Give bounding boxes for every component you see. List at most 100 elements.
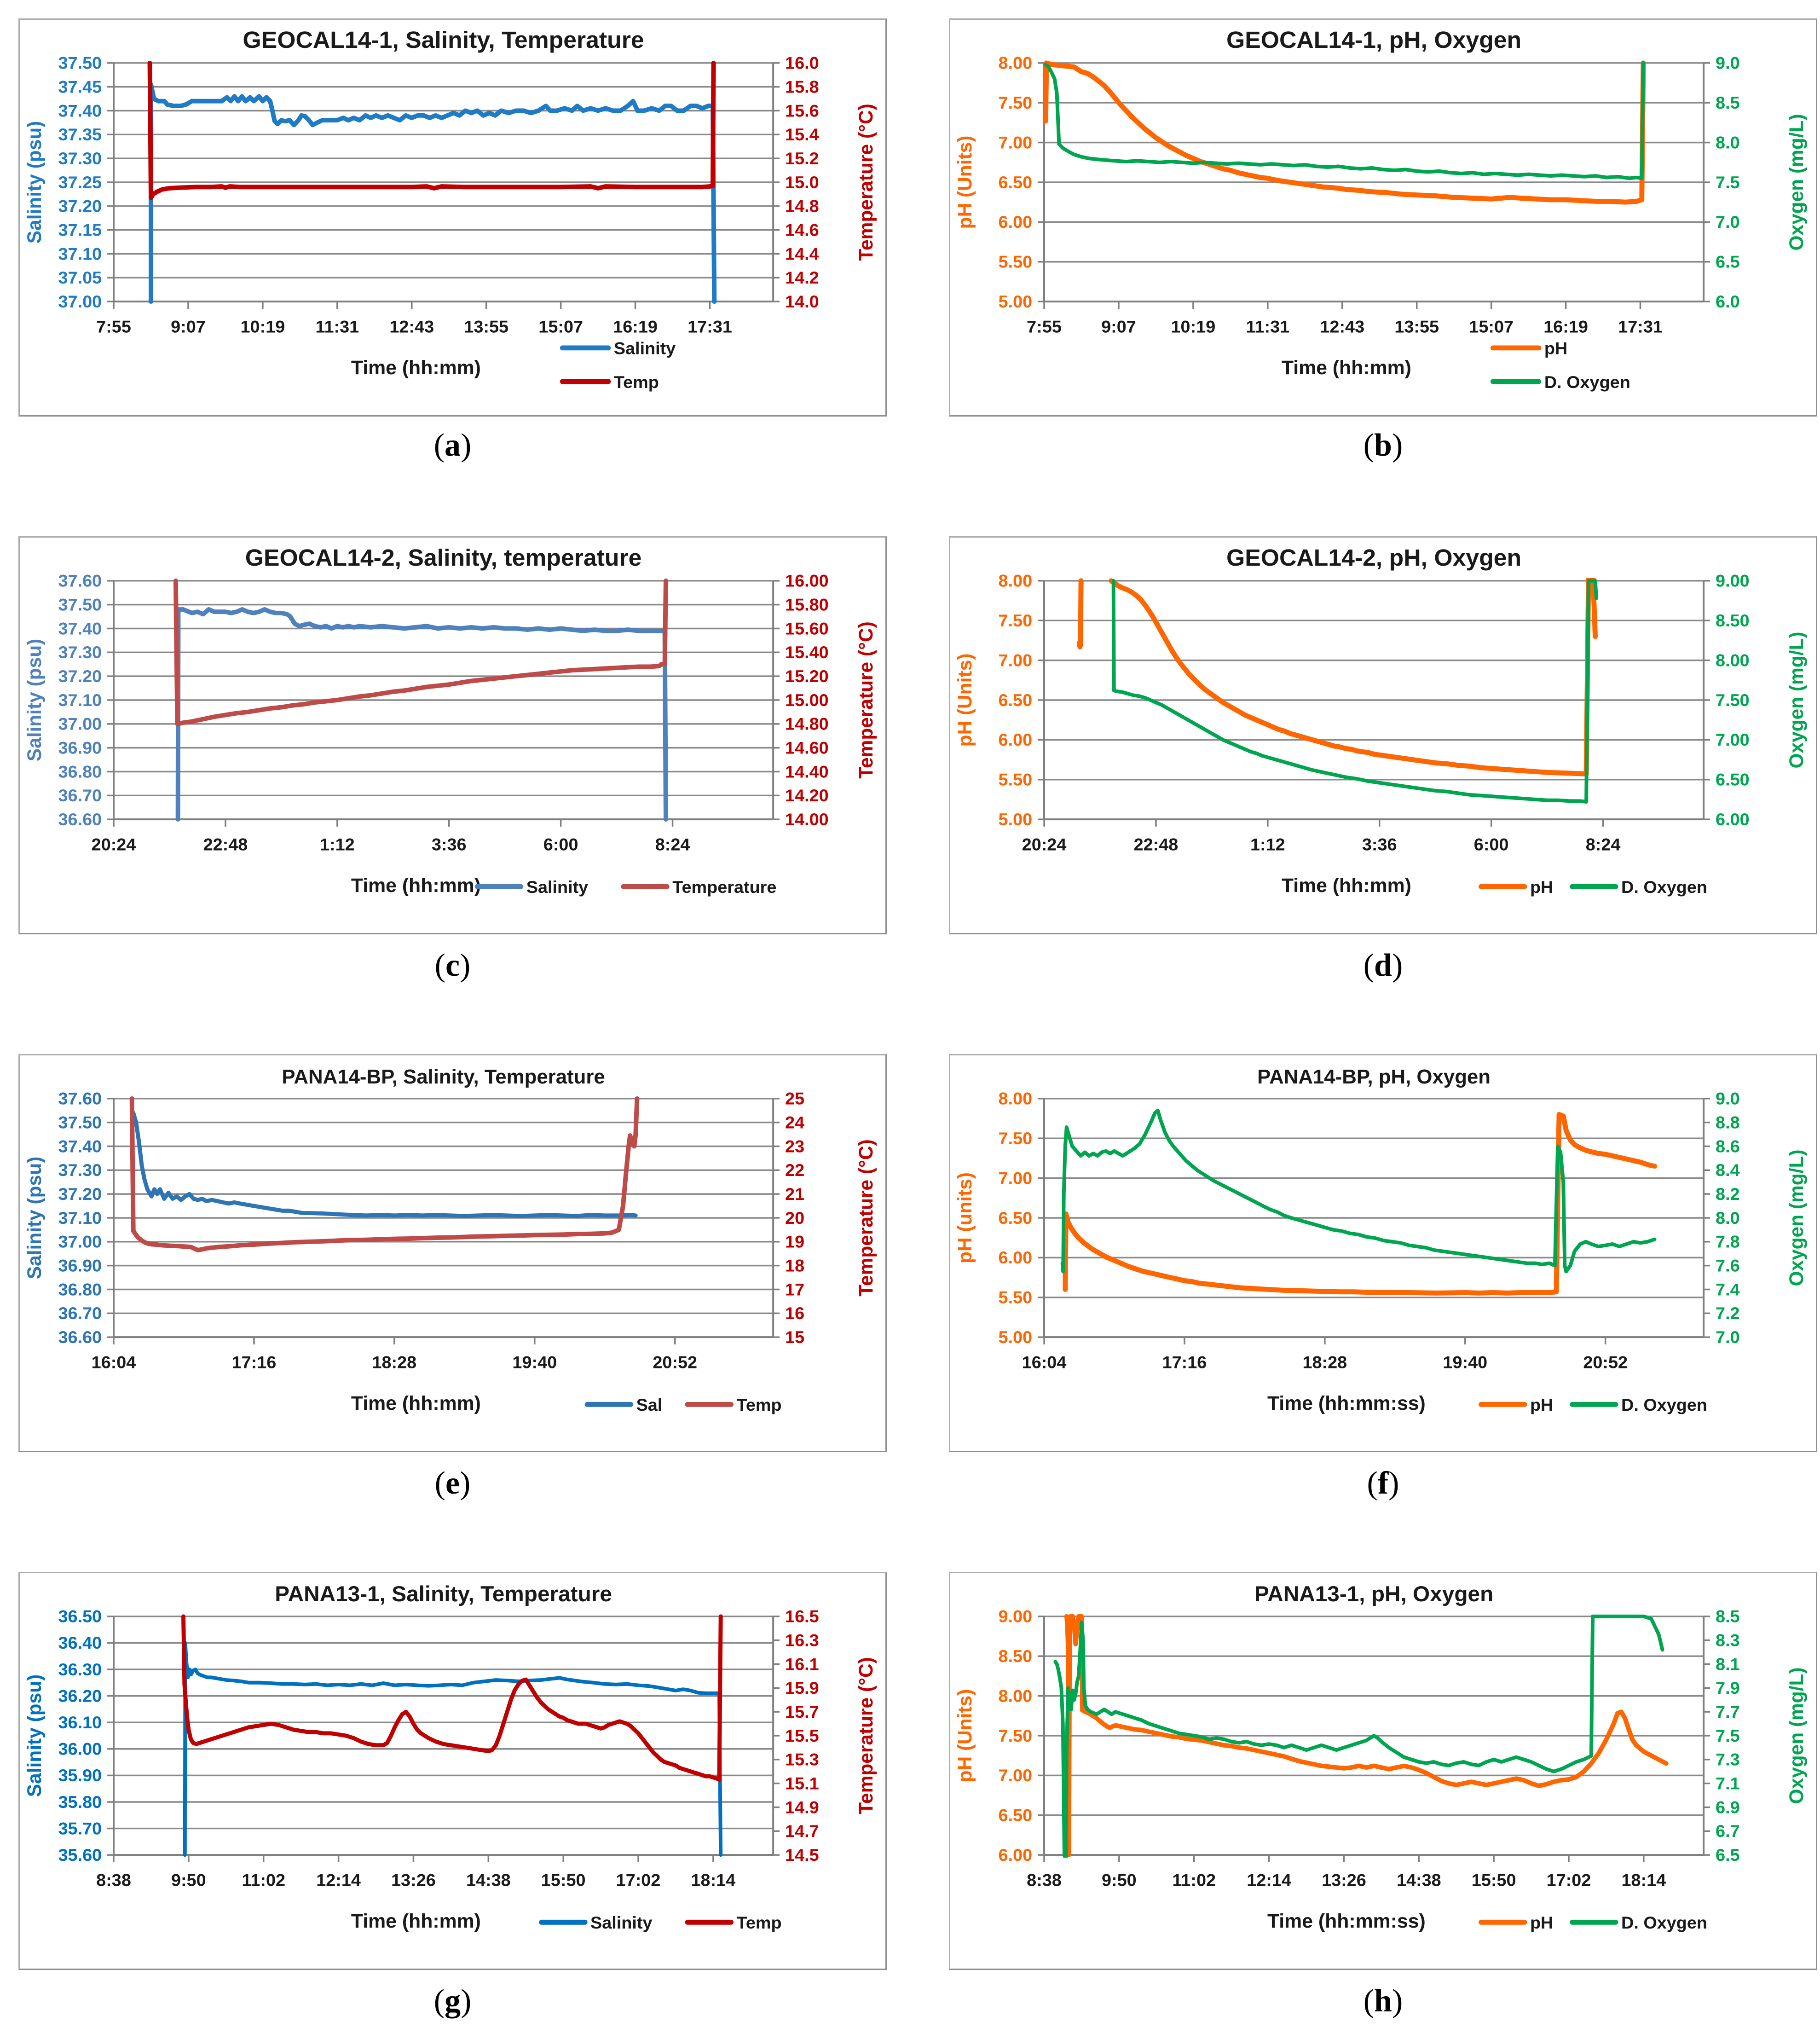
left-tick-label: 6.00 xyxy=(999,1845,1033,1865)
x-tick-label: 13:55 xyxy=(464,317,508,336)
subfigure-letter: e xyxy=(445,1466,460,1501)
subfigure-caption-h: (h) xyxy=(1363,1983,1403,2019)
left-tick-label: 37.25 xyxy=(58,173,102,192)
x-tick-label: 7:55 xyxy=(1027,317,1062,336)
left-tick-label: 37.00 xyxy=(58,292,102,311)
x-tick-label: 18:28 xyxy=(1303,1352,1347,1372)
right-tick-label: 7.00 xyxy=(1716,730,1750,749)
chart-title: GEOCAL14-2, pH, Oxygen xyxy=(1226,544,1521,571)
x-tick-label: 15:07 xyxy=(538,317,583,336)
left-tick-label: 36.50 xyxy=(58,1607,102,1626)
right-tick-label: 7.5 xyxy=(1716,173,1740,192)
right-tick-label: 23 xyxy=(785,1136,804,1156)
legend-label: Salinity xyxy=(526,877,589,897)
left-axis-title: Salinity (psu) xyxy=(23,121,46,243)
x-tick-label: 6:00 xyxy=(1474,834,1509,854)
left-axis-title: pH (units) xyxy=(954,1172,976,1263)
right-tick-label: 15.80 xyxy=(785,595,829,614)
x-tick-label: 9:07 xyxy=(171,317,206,336)
series-ph xyxy=(1044,60,1646,205)
left-tick-label: 36.70 xyxy=(58,1303,102,1323)
x-tick-label: 6:00 xyxy=(543,834,578,854)
x-tick-label: 8:24 xyxy=(1586,834,1621,854)
right-tick-label: 8.3 xyxy=(1716,1631,1740,1650)
left-tick-label: 37.50 xyxy=(58,1113,102,1132)
series-ph xyxy=(1064,1614,1669,1858)
chart-title: PANA14-BP, pH, Oxygen xyxy=(1257,1066,1491,1088)
chart-f-svg: PANA14-BP, pH, Oxygen 5.00 5.50 6.00 6.50 7.0… xyxy=(950,1055,1816,1451)
right-tick-label: 7.9 xyxy=(1716,1678,1740,1697)
subfigure-letter: g xyxy=(445,1983,461,2019)
right-tick-label: 20 xyxy=(785,1208,804,1228)
legend-label: Temperature xyxy=(672,877,776,897)
right-tick-label: 24 xyxy=(785,1113,804,1132)
x-tick-label: 15:50 xyxy=(541,1870,586,1889)
right-tick-label: 6.0 xyxy=(1716,292,1740,311)
left-tick-label: 37.30 xyxy=(58,643,102,662)
left-tick-label: 36.10 xyxy=(58,1713,102,1732)
chart-b-svg: GEOCAL14-1, pH, Oxygen 5.00 5.50 6.00 6.50 7.… xyxy=(950,20,1816,415)
left-tick-label: 37.50 xyxy=(58,595,102,614)
right-tick-label: 6.7 xyxy=(1716,1821,1740,1841)
x-tick-label: 12:43 xyxy=(389,317,434,336)
left-tick-label: 36.00 xyxy=(58,1739,102,1759)
left-tick-label: 37.10 xyxy=(58,1208,102,1228)
right-tick-label: 9.00 xyxy=(1716,571,1750,591)
chart-panel-geocal14-2-salinity-temp: GEOCAL14-2, Salinity, temperature 36.60 36… xyxy=(18,536,887,934)
series-temp xyxy=(181,1614,723,1782)
series-temperature xyxy=(173,578,668,726)
subfigure-letter: f xyxy=(1377,1466,1389,1501)
right-axis-title: Temperature (°C) xyxy=(855,1139,877,1297)
x-tick-label: 18:14 xyxy=(1622,1870,1666,1889)
right-tick-label: 15.00 xyxy=(785,690,829,710)
x-tick-label: 13:26 xyxy=(391,1870,436,1889)
x-tick-label: 22:48 xyxy=(1134,834,1179,854)
left-tick-label: 37.30 xyxy=(58,149,102,168)
x-axis-title: Time (hh:mm:ss) xyxy=(1267,1392,1426,1414)
right-tick-label: 14.80 xyxy=(785,714,829,734)
left-tick-label: 7.50 xyxy=(999,611,1033,630)
x-tick-label: 8:38 xyxy=(96,1870,131,1889)
x-tick-label: 11:31 xyxy=(316,317,359,336)
subfigure-letter: d xyxy=(1374,948,1392,983)
right-tick-label: 14.00 xyxy=(785,810,829,829)
legend-label: Temp xyxy=(614,372,659,392)
chart-background xyxy=(20,1573,885,1969)
x-tick-label: 9:07 xyxy=(1101,317,1136,336)
x-axis-title: Time (hh:mm) xyxy=(1282,875,1411,897)
legend-label: pH xyxy=(1544,339,1567,358)
x-tick-label: 15:07 xyxy=(1469,317,1514,336)
left-tick-label: 7.00 xyxy=(999,133,1033,152)
left-tick-label: 37.40 xyxy=(58,619,102,638)
left-tick-label: 7.50 xyxy=(999,1129,1033,1148)
right-tick-label: 16 xyxy=(785,1303,804,1323)
right-tick-label: 16.5 xyxy=(785,1607,819,1626)
series-ph xyxy=(1109,578,1598,777)
right-tick-label: 8.0 xyxy=(1716,133,1740,152)
series-d-oxygen xyxy=(1060,1108,1657,1274)
x-tick-label: 17:16 xyxy=(1162,1352,1207,1372)
x-tick-label: 15:50 xyxy=(1472,1870,1516,1889)
left-tick-label: 37.05 xyxy=(58,268,102,287)
x-tick-label: 14:38 xyxy=(1397,1870,1441,1889)
x-tick-label: 18:14 xyxy=(691,1870,736,1889)
right-tick-label: 14.0 xyxy=(785,292,819,311)
right-tick-label: 15.3 xyxy=(785,1750,819,1769)
x-axis-title: Time (hh:mm) xyxy=(351,875,481,897)
left-tick-label: 8.00 xyxy=(999,1089,1033,1108)
left-tick-label: 35.90 xyxy=(58,1766,102,1785)
right-tick-label: 15.0 xyxy=(785,173,819,192)
right-tick-label: 16.1 xyxy=(785,1654,819,1674)
right-tick-label: 17 xyxy=(785,1280,804,1299)
right-tick-label: 14.2 xyxy=(785,268,819,287)
right-tick-label: 14.6 xyxy=(785,220,819,240)
x-tick-label: 13:26 xyxy=(1322,1870,1366,1889)
subfigure-caption-b: (b) xyxy=(1363,428,1403,463)
right-tick-label: 15.1 xyxy=(785,1774,819,1793)
left-tick-label: 9.00 xyxy=(999,1607,1033,1626)
right-tick-label: 22 xyxy=(785,1160,804,1180)
series-d-oxygen xyxy=(1053,1614,1664,1858)
subfigure-caption-c: (c) xyxy=(434,948,471,983)
right-axis-title: Oxygen (mg/L) xyxy=(1785,1149,1808,1286)
series-d-oxygen xyxy=(1044,61,1645,180)
